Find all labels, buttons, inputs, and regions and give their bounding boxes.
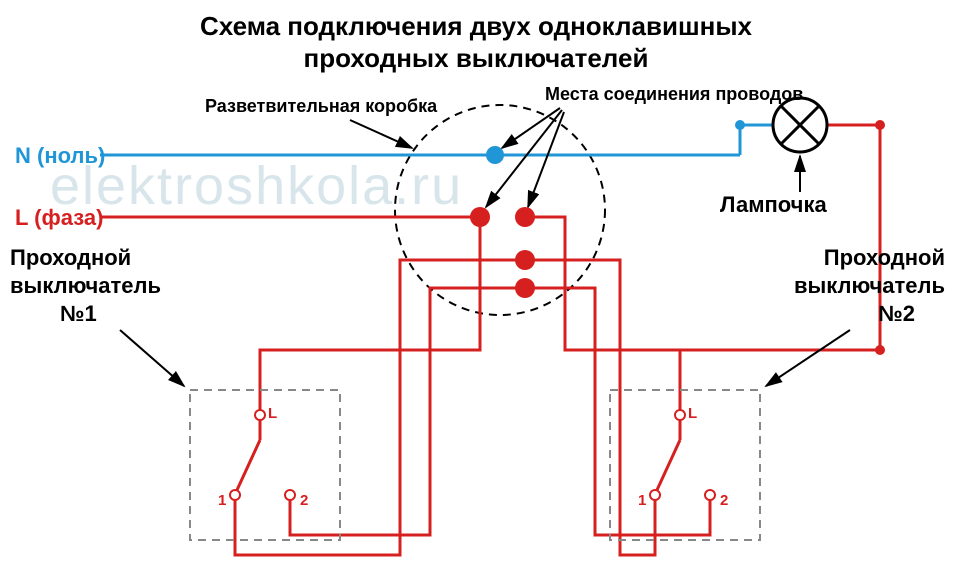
sw2-arm <box>657 440 680 490</box>
wire-lamp-to-sw2 <box>680 350 880 400</box>
lamp-right-node <box>875 120 885 130</box>
wiring-diagram: { "title_line1": "Схема подключения двух… <box>0 0 953 570</box>
title-line2: проходных выключателей <box>304 43 649 73</box>
sw1-term-1 <box>230 490 240 500</box>
switch2-arrow <box>766 330 850 386</box>
sw1-term-L <box>255 410 265 420</box>
switch1-label-l3: №1 <box>60 301 97 326</box>
sw2-L-label: L <box>688 405 697 422</box>
switch2-label-l3: №2 <box>878 301 915 326</box>
switch1-label-l1: Проходной <box>10 245 131 270</box>
sw1-L-label: L <box>268 405 277 422</box>
sw1-arm <box>237 440 260 490</box>
sw2-1-label: 1 <box>638 492 646 509</box>
switch1-label-l2: выключатель <box>10 273 161 298</box>
lamp-label: Лампочка <box>720 192 827 217</box>
junctions-arrow1 <box>502 108 560 148</box>
sw2-term-2 <box>705 490 715 500</box>
switch2-label-l1: Проходной <box>824 245 945 270</box>
junctions-label-l1: Места соединения проводов <box>545 84 803 104</box>
title-line1: Схема подключения двух одноклавишных <box>200 11 753 41</box>
right-corner-node <box>875 345 885 355</box>
sw1-term-2 <box>285 490 295 500</box>
sw1-2-label: 2 <box>300 492 308 509</box>
sw2-term-L <box>675 410 685 420</box>
neutral-junction-node <box>486 146 504 164</box>
diagram-svg: Схема подключения двух одноклавишных про… <box>0 0 953 570</box>
neutral-corner-node <box>735 120 745 130</box>
sw1-1-label: 1 <box>218 492 226 509</box>
watermark: elektroshkola.ru <box>50 155 463 217</box>
switch1-arrow <box>120 330 184 386</box>
sw2-2-label: 2 <box>720 492 728 509</box>
junction-box-label-l1: Разветвительная коробка <box>205 96 438 116</box>
wire-live-to-sw1 <box>260 217 480 400</box>
sw2-term-1 <box>650 490 660 500</box>
traveler-sw1-t2 <box>290 288 525 535</box>
junction-box-arrow <box>350 120 412 148</box>
switch2-label-l2: выключатель <box>794 273 945 298</box>
